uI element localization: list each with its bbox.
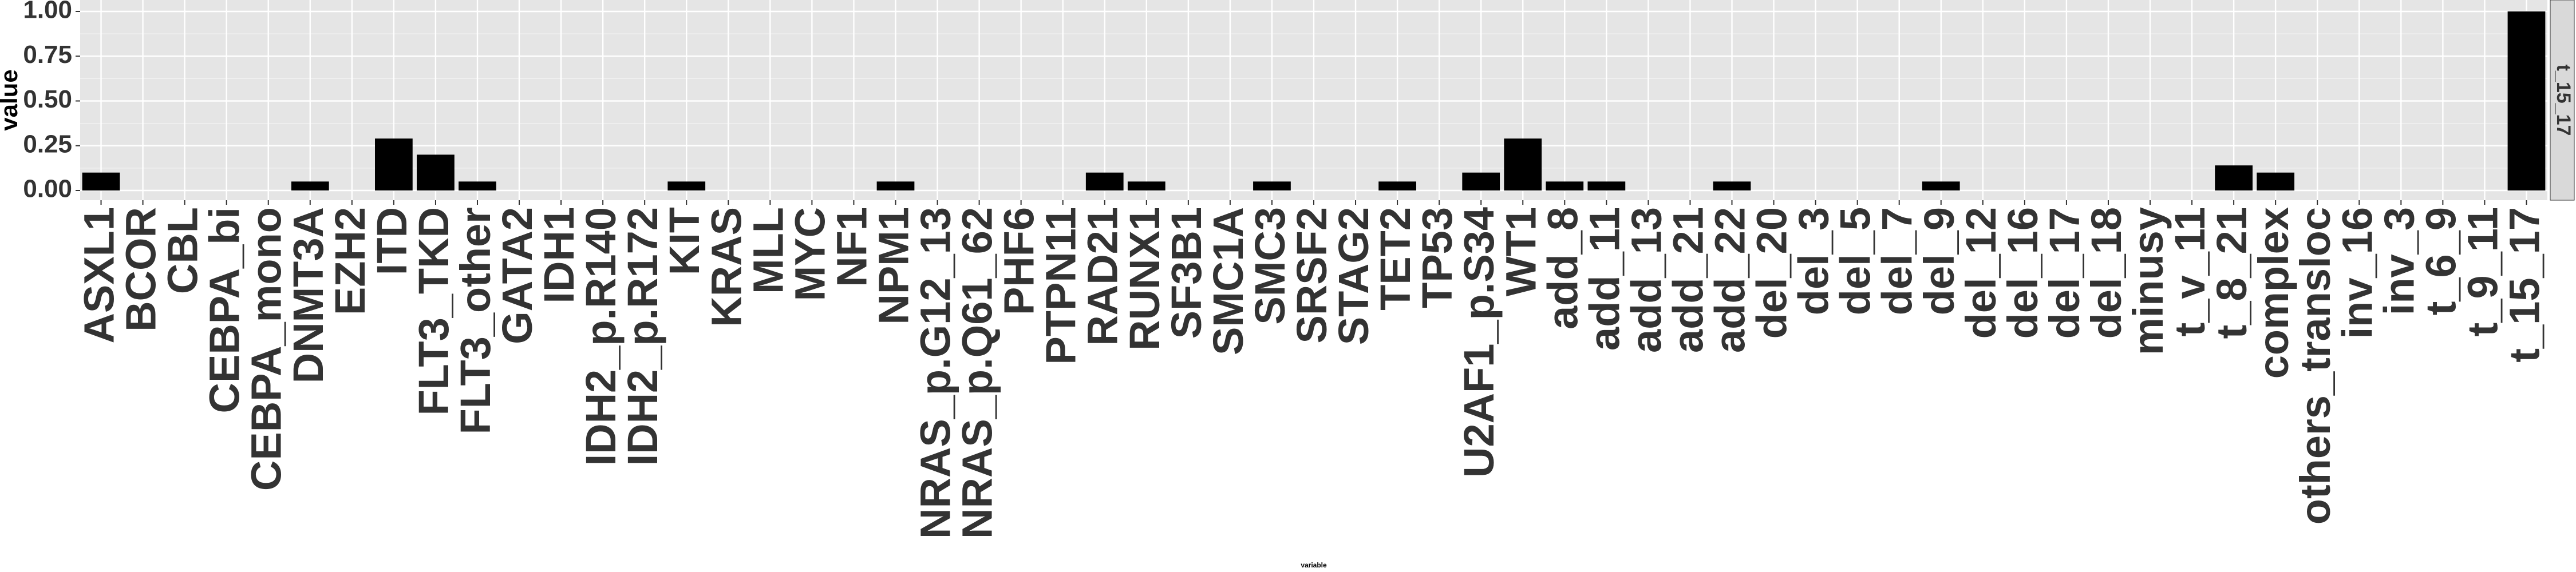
x-tick-label: del_9 [1915, 207, 1963, 315]
bar [1253, 181, 1291, 190]
x-tick-label: TET2 [1372, 207, 1419, 311]
bar [1922, 181, 1960, 190]
x-tick-label: NPM1 [870, 207, 917, 325]
x-tick-label: SMC1A [1204, 207, 1252, 355]
y-tick-label: 0.75 [23, 41, 72, 69]
x-tick-label: add_13 [1622, 207, 1670, 353]
x-tick-label: RAD21 [1079, 207, 1127, 346]
x-tick-label: BCOR [117, 207, 165, 332]
bar [417, 154, 455, 190]
x-tick-label: PTPN11 [1037, 207, 1085, 365]
x-tick-label: IDH2_p.R140 [577, 207, 625, 466]
x-tick-label: KIT [661, 207, 708, 275]
x-tick-label: add_11 [1581, 207, 1628, 351]
facet-strip [2550, 0, 2575, 201]
x-axis: ASXL1BCORCBLCEBPA_biCEBPA_monoDNMT3AEZH2… [76, 200, 2548, 539]
x-tick-label: IDH1 [535, 207, 583, 304]
x-tick-label: del_18 [2083, 207, 2130, 339]
x-tick-label: SF3B1 [1163, 207, 1210, 339]
bar [667, 181, 706, 190]
bar [2257, 172, 2295, 190]
bar [2507, 11, 2546, 190]
x-tick-label: minusy [2124, 207, 2172, 355]
x-tick-label: WT1 [1497, 207, 1544, 296]
x-tick-label: t_9_11 [2459, 207, 2506, 336]
x-tick-label: t_v_11 [2166, 207, 2214, 336]
x-tick-label: t_8_21 [2208, 207, 2255, 339]
facet-strip-label: t_15_17 [2553, 65, 2574, 136]
x-tick-label: t_6_9 [2417, 207, 2464, 315]
bar [1713, 181, 1751, 190]
x-tick-label: CEBPA_mono [243, 207, 290, 491]
x-tick-label: TP53 [1413, 207, 1461, 308]
x-tick-label: IDH2_p.R172 [619, 207, 666, 466]
x-tick-label: ASXL1 [76, 207, 123, 344]
y-tick-label: 0.25 [23, 130, 72, 158]
bar [1085, 172, 1124, 190]
bar [1504, 138, 1542, 190]
y-tick-label: 1.00 [23, 0, 72, 24]
x-tick-label: ITD [368, 207, 416, 275]
x-tick-label: GATA2 [493, 207, 541, 344]
bar [459, 181, 496, 190]
bar [375, 138, 413, 190]
x-axis-title: variable [1301, 561, 1327, 569]
bar [1587, 181, 1626, 190]
bar [1546, 181, 1584, 190]
x-tick-label: DNMT3A [285, 207, 332, 383]
bar [876, 181, 915, 190]
bar [2215, 165, 2253, 190]
x-tick-label: MLL [744, 207, 792, 294]
x-tick-label: NRAS_p.G12_13 [912, 207, 959, 539]
x-tick-label: NRAS_p.Q61_62 [954, 207, 1001, 539]
bar [82, 172, 120, 190]
x-tick-label: STAG2 [1330, 207, 1377, 345]
bar [291, 181, 329, 190]
y-axis-title: value [0, 69, 22, 130]
x-tick-label: KRAS [702, 207, 750, 327]
x-tick-label: inv_16 [2333, 207, 2381, 339]
x-tick-label: CBL [159, 207, 207, 294]
x-tick-label: del_5 [1832, 207, 1879, 315]
x-tick-label: CEBPA_bi [201, 207, 248, 413]
x-tick-label: inv_3 [2375, 207, 2423, 315]
x-tick-label: FLT3_TKD [410, 207, 457, 416]
x-tick-label: SRSF2 [1288, 207, 1336, 344]
x-tick-label: t_15_17 [2500, 207, 2548, 363]
x-tick-label: del_3 [1790, 207, 1838, 315]
x-tick-label: U2AF1_p.S34 [1455, 207, 1503, 478]
x-tick-label: add_8 [1539, 207, 1586, 329]
bar [1127, 181, 1165, 190]
x-tick-label: del_7 [1874, 207, 1921, 315]
x-tick-label: del_16 [1999, 207, 2046, 339]
bars [82, 11, 2546, 190]
x-tick-label: SMC3 [1246, 207, 1294, 325]
x-tick-label: del_12 [1957, 207, 2005, 339]
x-tick-label: RUNX1 [1121, 207, 1168, 351]
x-tick-label: del_20 [1748, 207, 1796, 339]
x-tick-label: NF1 [828, 207, 875, 287]
y-tick-label: 0.50 [23, 85, 72, 113]
x-tick-label: FLT3_other [452, 207, 499, 434]
y-axis: 0.00 0.25 0.50 0.75 1.00 [23, 0, 80, 203]
bar [1378, 181, 1416, 190]
x-tick-label: add_22 [1706, 207, 1754, 353]
x-tick-label: others_transloc [2291, 207, 2339, 525]
x-tick-label: MYC [786, 207, 833, 301]
x-tick-label: del_17 [2041, 207, 2088, 339]
x-tick-label: add_21 [1664, 207, 1712, 353]
grid-lines [80, 0, 2547, 200]
x-tick-label: complex [2250, 207, 2297, 379]
x-tick-label: PHF6 [995, 207, 1043, 315]
x-tick-label: EZH2 [326, 207, 374, 315]
bar [1462, 172, 1500, 190]
y-tick-label: 0.00 [23, 175, 72, 203]
